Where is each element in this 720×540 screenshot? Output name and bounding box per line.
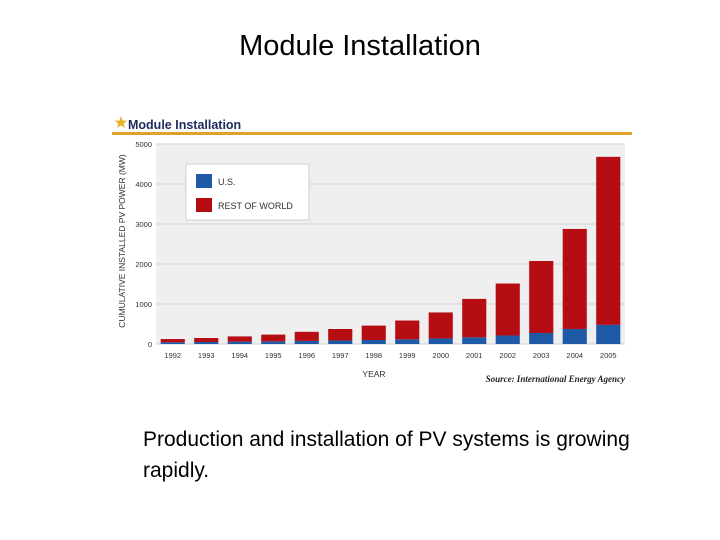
x-tick-label: 1998 <box>365 351 382 360</box>
y-tick-label: 0 <box>148 340 152 349</box>
x-tick-label: 1997 <box>332 351 349 360</box>
bar-segment-us <box>361 340 386 344</box>
x-tick-label: 1995 <box>265 351 282 360</box>
bar-segment-us <box>462 337 487 344</box>
bar-segment-rest-of-world <box>361 325 386 340</box>
x-tick-label: 1996 <box>298 351 315 360</box>
y-tick-label: 3000 <box>135 220 152 229</box>
y-axis-label: CUMULATIVE INSTALLED PV POWER (MW) <box>117 154 127 328</box>
bar-segment-us <box>328 340 353 344</box>
bar-segment-rest-of-world <box>462 298 487 338</box>
bar-segment-us <box>428 338 453 344</box>
bar-segment-rest-of-world <box>261 334 286 342</box>
bar-segment-us <box>562 328 587 344</box>
bar-segment-rest-of-world <box>596 156 621 325</box>
bar-segment-rest-of-world <box>529 261 554 333</box>
legend-swatch <box>196 174 212 188</box>
bar-segment-us <box>596 324 621 344</box>
bar-segment-us <box>395 339 420 344</box>
x-tick-label: 2003 <box>533 351 550 360</box>
star-icon <box>114 116 128 128</box>
x-tick-label: 2001 <box>466 351 483 360</box>
bar-segment-rest-of-world <box>562 228 587 329</box>
x-tick-label: 1993 <box>198 351 215 360</box>
chart-title: Module Installation <box>128 118 241 132</box>
bar-segment-rest-of-world <box>160 339 185 343</box>
y-tick-label: 2000 <box>135 260 152 269</box>
bar-segment-us <box>227 341 252 344</box>
x-tick-label: 2005 <box>600 351 617 360</box>
x-tick-label: 2000 <box>432 351 449 360</box>
chart-figure: Module Installation CUMULATIVE INSTALLED… <box>112 112 632 386</box>
y-tick-label: 4000 <box>135 180 152 189</box>
bars <box>160 156 621 344</box>
x-tick-label: 1999 <box>399 351 416 360</box>
source-note: Source: International Energy Agency <box>486 374 626 384</box>
bar-segment-us <box>495 335 520 344</box>
bar-segment-rest-of-world <box>227 336 252 342</box>
y-axis-ticks: 0 1000 2000 3000 4000 5000 <box>135 140 152 349</box>
bar-segment-us <box>294 340 319 344</box>
chart-header: Module Installation <box>112 116 632 135</box>
bar-segment-us <box>261 341 286 344</box>
y-tick-label: 5000 <box>135 140 152 149</box>
slide-caption: Production and installation of PV system… <box>143 428 630 482</box>
x-tick-label: 1992 <box>164 351 181 360</box>
chart-svg: Module Installation CUMULATIVE INSTALLED… <box>112 116 632 384</box>
x-tick-label: 1994 <box>231 351 248 360</box>
x-tick-label: 2002 <box>499 351 516 360</box>
legend: U.S. REST OF WORLD <box>185 163 310 221</box>
y-tick-label: 1000 <box>135 300 152 309</box>
x-tick-label: 2004 <box>566 351 583 360</box>
bar-segment-rest-of-world <box>194 338 219 342</box>
bar-segment-rest-of-world <box>395 320 420 340</box>
legend-swatch <box>196 198 212 212</box>
bar-segment-us <box>160 342 185 344</box>
x-axis-label: YEAR <box>362 369 385 379</box>
bar-segment-rest-of-world <box>495 283 520 336</box>
bar-segment-rest-of-world <box>328 329 353 341</box>
slide-title: Module Installation <box>239 30 481 62</box>
header-rule <box>112 132 632 135</box>
bar-segment-us <box>529 333 554 344</box>
bar-segment-us <box>194 342 219 344</box>
bar-segment-rest-of-world <box>294 331 319 341</box>
x-axis-ticks: 1992 1993 1994 1995 1996 1997 1998 1999 2000 2001… <box>164 351 616 360</box>
legend-label: REST OF WORLD <box>218 201 293 211</box>
legend-label: U.S. <box>218 177 236 187</box>
bar-segment-rest-of-world <box>428 312 453 339</box>
